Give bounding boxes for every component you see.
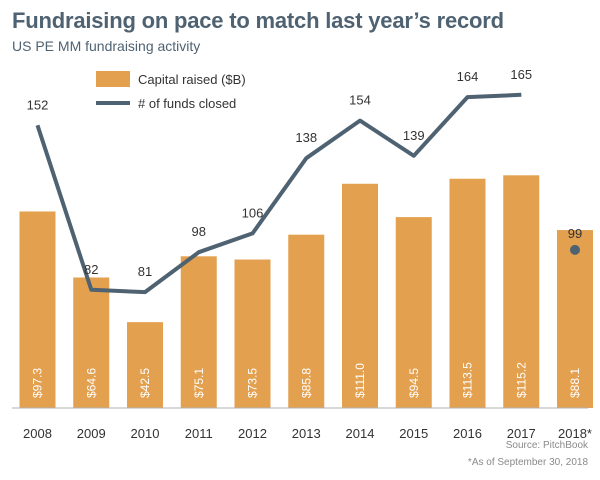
bar-value-label: $64.6 — [84, 368, 98, 398]
bar-2014 — [342, 183, 378, 408]
funds-closed-value-label: 165 — [510, 67, 532, 82]
bar-2017 — [503, 175, 540, 408]
legend: Capital raised ($B) # of funds closed — [96, 71, 246, 111]
x-tick-label: 2016 — [453, 426, 482, 441]
x-tick-label: 2008 — [23, 426, 52, 441]
bar-value-label: $97.3 — [31, 368, 45, 398]
bar-value-label: $75.1 — [192, 368, 206, 398]
legend-line-label: # of funds closed — [138, 96, 236, 111]
x-tick-label: 2012 — [238, 426, 267, 441]
x-axis-labels: 2008 2009 2010 2011 2012 2013 2014 2015 2016 2017… — [23, 426, 592, 441]
bar-2011 — [180, 256, 217, 408]
bar-value-label: $42.5 — [138, 368, 152, 398]
chart-subtitle: US PE MM fundraising activity — [12, 38, 201, 54]
funds-closed-value-label: 164 — [457, 69, 479, 84]
bar-2008 — [19, 211, 56, 408]
funds-closed-value-label: 82 — [84, 262, 98, 277]
bar-2013 — [288, 234, 325, 408]
legend-bar-swatch — [96, 71, 130, 87]
data-labels: 152 82 81 98 106 138 154 139 164 165 99 — [27, 67, 583, 279]
chart-title: Fundraising on pace to match last year’s… — [12, 8, 504, 33]
bar-value-label: $113.5 — [461, 362, 475, 398]
bar-value-label: $85.8 — [299, 368, 313, 398]
funds-closed-value-label: 99 — [568, 226, 582, 241]
x-tick-label: 2009 — [77, 426, 106, 441]
bar-2018 — [557, 230, 593, 408]
bar-2012 — [234, 259, 271, 408]
funds-closed-value-label: 138 — [295, 130, 317, 145]
x-tick-label: 2011 — [185, 426, 213, 441]
x-tick-label: 2014 — [346, 426, 375, 441]
bar-2016 — [449, 178, 486, 408]
bar-value-label: $111.0 — [353, 363, 367, 398]
bar-2009 — [73, 277, 110, 408]
x-tick-label: 2018* — [558, 426, 592, 441]
x-tick-label: 2013 — [292, 426, 321, 441]
x-tick-label: 2017 — [507, 426, 536, 441]
funds-closed-value-label: 154 — [349, 93, 371, 108]
funds-closed-value-label: 139 — [403, 128, 425, 143]
funds-closed-value-label: 98 — [192, 224, 206, 239]
bar-value-label: $94.5 — [407, 368, 421, 398]
bar-2010 — [127, 322, 163, 408]
legend-bar-label: Capital raised ($B) — [138, 72, 246, 87]
funds-closed-value-label: 152 — [27, 97, 49, 112]
x-tick-label: 2015 — [399, 426, 428, 441]
funds-closed-line — [35, 92, 522, 295]
source-note: Source: PitchBook — [506, 440, 589, 451]
x-tick-label: 2010 — [131, 426, 160, 441]
bar-value-label: $88.1 — [568, 368, 582, 398]
bar-value-label: $73.5 — [246, 368, 260, 398]
funds-closed-value-label: 81 — [138, 264, 152, 279]
funds-closed-value-label: 106 — [242, 205, 264, 220]
line-series — [35, 92, 580, 295]
footnote: *As of September 30, 2018 — [468, 457, 589, 468]
bar-value-label: $115.2 — [514, 362, 528, 398]
bar-2015 — [395, 217, 432, 408]
bar-series: $97.3 $64.6 $42.5 $75.1 $73.5 $85.8 $111.0 $94.… — [19, 175, 593, 408]
funds-closed-marker-2018 — [570, 244, 580, 255]
